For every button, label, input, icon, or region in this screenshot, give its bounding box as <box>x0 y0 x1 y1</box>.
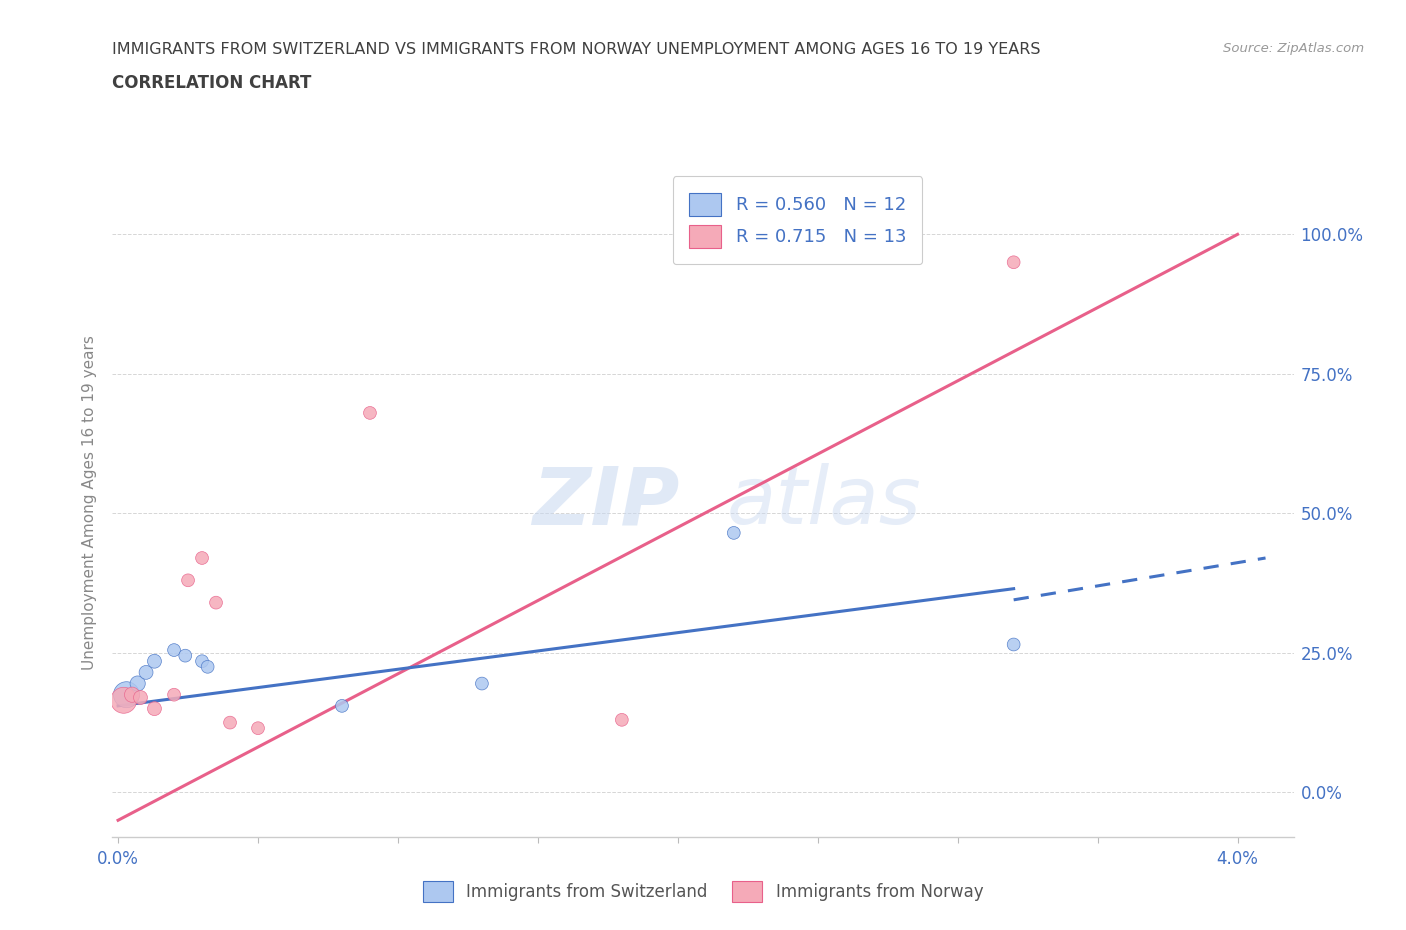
Point <box>115 687 138 702</box>
Point <box>723 525 745 540</box>
Point <box>1002 637 1025 652</box>
Point <box>163 687 186 702</box>
Point <box>177 573 200 588</box>
Point <box>143 654 166 669</box>
Legend: Immigrants from Switzerland, Immigrants from Norway: Immigrants from Switzerland, Immigrants … <box>416 874 990 909</box>
Y-axis label: Unemployment Among Ages 16 to 19 years: Unemployment Among Ages 16 to 19 years <box>82 335 97 670</box>
Point <box>129 690 152 705</box>
Text: IMMIGRANTS FROM SWITZERLAND VS IMMIGRANTS FROM NORWAY UNEMPLOYMENT AMONG AGES 16: IMMIGRANTS FROM SWITZERLAND VS IMMIGRANT… <box>112 42 1040 57</box>
Text: Source: ZipAtlas.com: Source: ZipAtlas.com <box>1223 42 1364 55</box>
Text: atlas: atlas <box>727 463 921 541</box>
Point <box>121 687 143 702</box>
Point <box>127 676 149 691</box>
Point <box>135 665 157 680</box>
Text: ZIP: ZIP <box>531 463 679 541</box>
Point <box>359 405 381 420</box>
Point <box>247 721 270 736</box>
Point <box>174 648 197 663</box>
Point <box>471 676 494 691</box>
Point <box>197 659 219 674</box>
Point <box>143 701 166 716</box>
Point <box>163 643 186 658</box>
Point <box>1002 255 1025 270</box>
Point <box>191 654 214 669</box>
Point <box>112 693 135 708</box>
Point <box>191 551 214 565</box>
Point <box>205 595 228 610</box>
Point <box>610 712 633 727</box>
Point <box>330 698 353 713</box>
Point <box>219 715 242 730</box>
Text: CORRELATION CHART: CORRELATION CHART <box>112 74 312 92</box>
